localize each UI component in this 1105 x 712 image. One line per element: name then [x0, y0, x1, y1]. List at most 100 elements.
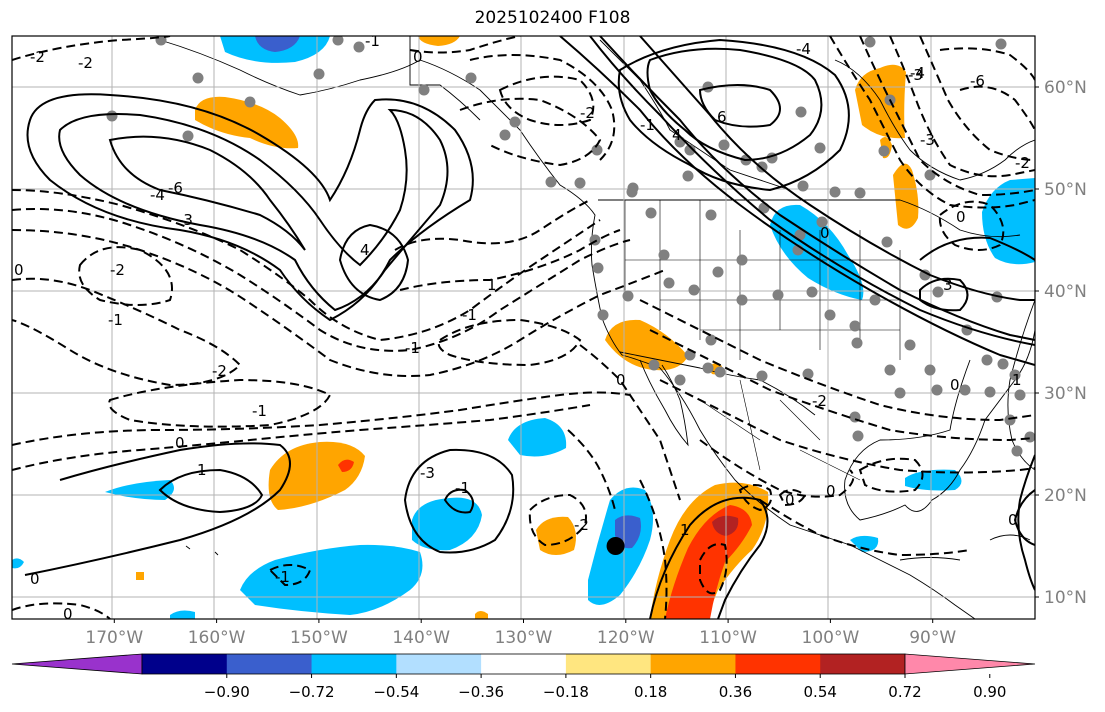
contour-label: 0 [950, 376, 960, 394]
contour-solid-mex [649, 496, 769, 619]
contour-solid-5 [646, 47, 823, 162]
contour-dashed-loop-2 [12, 277, 242, 387]
lat-tick-label: 20°N [1044, 486, 1087, 506]
contour-solid-trop-1 [24, 442, 291, 576]
contour-label: 6 [717, 108, 727, 126]
contour-dashed-gulf-2 [778, 489, 807, 507]
contour-label: 4 [672, 126, 682, 144]
lon-tick-label: 110°W [699, 628, 757, 648]
map-background [12, 36, 1035, 619]
colorbar-segment [311, 654, 397, 674]
contour-solid-2a [919, 236, 1035, 261]
contour-label: -2 [1015, 154, 1030, 172]
colorbar-tick-label: −0.90 [204, 683, 250, 701]
contour-label: 0 [30, 570, 40, 588]
colorbar-segment [735, 654, 821, 674]
lon-tick-label: 120°W [597, 628, 655, 648]
contour-label: 0 [175, 434, 185, 452]
contour-label: 1 [680, 521, 690, 539]
contour-dashed-trop-3 [639, 479, 668, 619]
coastline-hudson [834, 59, 1035, 181]
shade-red-subtropic [338, 459, 354, 472]
map-plot-area: -2 -2 -1 0 -4 -6 -3 4 -2 -1 -2 -1 0 1 -1… [12, 36, 1035, 623]
contour-solid-3 [108, 135, 306, 251]
contour-dashed-trop-4 [738, 484, 773, 512]
contour-label: -2 [110, 261, 125, 279]
contour-dashed-trop-1 [528, 493, 587, 547]
contour-dashed-ca [579, 344, 681, 501]
colorbar-extend-high [904, 653, 1036, 675]
contour-solid-2 [58, 108, 449, 312]
shade-orange-top [418, 36, 460, 46]
colorbar-tick-label: 0.90 [973, 683, 1006, 701]
colorbar-tick-label: 0.72 [888, 683, 921, 701]
contour-solid-trop-3 [403, 448, 515, 554]
contour-dashed-nw-3 [12, 229, 666, 377]
lon-tick-label: 130°W [495, 628, 553, 648]
contour-solid-jet-3 [639, 36, 1035, 301]
contour-dashed-mid-2 [399, 229, 621, 291]
contour-label: -2 [78, 54, 93, 72]
shade-blue-left-edge [12, 558, 24, 569]
colorbar-tick-label: 0.36 [719, 683, 752, 701]
shade-blue-small-gulf [850, 535, 879, 552]
lon-tick-label: 100°W [802, 628, 860, 648]
contour-dashed-us-south-1 [639, 299, 1035, 422]
coastline-gulf [844, 329, 1035, 521]
contour-label: -4 [150, 186, 165, 204]
contour-solid-4 [338, 223, 410, 302]
contour-label: 0 [616, 371, 626, 389]
longitude-axis: 170°W 160°W 150°W 140°W 130°W 120°W 110°W 100°W… [85, 619, 956, 648]
coastline-baja [639, 359, 689, 447]
contour-dashed-us-south-2 [649, 329, 1035, 442]
contour-label: -1 [405, 339, 420, 357]
contour-label: -1 [462, 306, 477, 324]
lat-tick-label: 50°N [1044, 180, 1087, 200]
contour-dashed-loop-4 [437, 318, 582, 367]
shade-orange-alaska [195, 96, 299, 149]
contour-solid-trop-4 [443, 488, 475, 514]
shade-blue-east [982, 178, 1035, 265]
colorbar: −0.90 −0.72 −0.54 −0.36 −0.18 0.18 0.36 0.54 0.7… [11, 653, 1036, 701]
contour-label: 3 [943, 276, 953, 294]
contour-label: -2 [574, 516, 589, 534]
colorbar-segment [565, 654, 652, 674]
shade-blue-midpacific-1 [508, 418, 567, 457]
dashed-contours [12, 36, 1035, 619]
contour-solid-jet-5 [919, 277, 969, 312]
contour-dashed-us-south-3 [659, 379, 1035, 474]
lon-tick-label: 160°W [188, 628, 246, 648]
border-us-canada [598, 199, 1021, 238]
contour-dashed-sub-1 [12, 391, 631, 446]
lon-tick-label: 170°W [85, 628, 143, 648]
contour-dashed-canada-5 [939, 47, 1035, 81]
contour-label: 1 [197, 461, 207, 479]
contour-label: 0 [63, 605, 73, 623]
contour-label: 1 [487, 276, 497, 294]
lon-tick-label: 140°W [392, 628, 450, 648]
solid-contours [24, 36, 1035, 619]
coastline-east [1007, 299, 1035, 471]
contour-dashed-gulf [858, 457, 924, 493]
latitude-axis: 60°N 50°N 40°N 30°N 20°N 10°N [1035, 78, 1087, 608]
contour-label: -1 [640, 116, 655, 134]
island-hawaii [185, 545, 219, 556]
contour-label: 0 [1008, 511, 1018, 529]
contour-label: 0 [413, 48, 423, 66]
shade-orange-baja [605, 319, 688, 371]
colorbar-tick-label: 0.18 [634, 683, 667, 701]
shade-orange-bottom-2 [475, 611, 488, 619]
contour-dashed-mid-1 [394, 199, 591, 251]
contour-dashed-mex-1 [699, 439, 855, 498]
contour-dashed-nw-2 [12, 208, 631, 352]
contour-label: 1 [1012, 371, 1022, 389]
contour-solid-east-2 [1013, 489, 1035, 546]
shade-orange-bottom-1 [136, 572, 144, 580]
lon-tick-label: 150°W [290, 628, 348, 648]
colorbar-tick-label: 0.54 [804, 683, 837, 701]
contour-dashed-canada-6 [959, 85, 1035, 131]
contour-label: -3 [178, 211, 193, 229]
colorbar-tick-label: −0.54 [373, 683, 419, 701]
contour-dashed-loop-1 [78, 246, 173, 306]
